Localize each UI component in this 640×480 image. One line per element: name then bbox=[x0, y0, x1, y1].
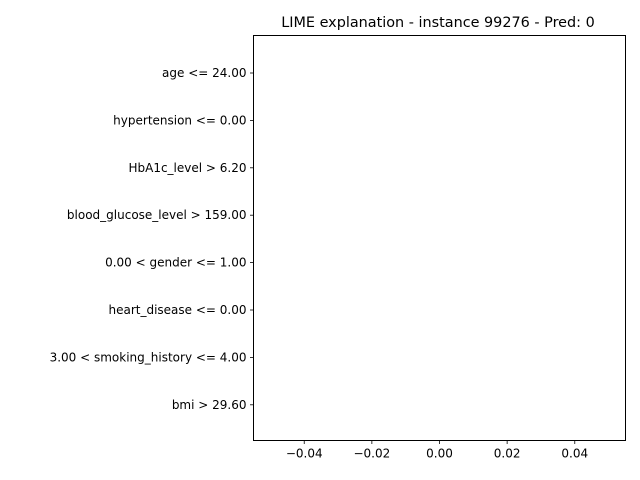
x-tick-label: −0.02 bbox=[353, 447, 390, 461]
y-tick-label: age <= 24.00 bbox=[162, 66, 246, 80]
x-tick-label: 0.00 bbox=[426, 447, 453, 461]
y-tick-label: HbA1c_level > 6.20 bbox=[128, 161, 246, 175]
x-axis: −0.04 −0.02 0.00 0.02 0.04 bbox=[286, 440, 588, 461]
x-tick-label: 0.02 bbox=[494, 447, 521, 461]
y-tick-label: blood_glucose_level > 159.00 bbox=[67, 208, 247, 222]
y-tick-label: heart_disease <= 0.00 bbox=[108, 303, 246, 317]
plot-area-frame bbox=[253, 35, 626, 441]
x-tick-label: 0.04 bbox=[561, 447, 588, 461]
x-tick-label: −0.04 bbox=[286, 447, 323, 461]
y-tick-label: 0.00 < gender <= 1.00 bbox=[105, 256, 246, 270]
y-tick-label: 3.00 < smoking_history <= 4.00 bbox=[50, 350, 247, 364]
chart-title: LIME explanation - instance 99276 - Pred… bbox=[281, 15, 595, 31]
y-axis: age <= 24.00 hypertension <= 0.00 HbA1c_le… bbox=[50, 66, 254, 412]
y-tick-label: hypertension <= 0.00 bbox=[113, 113, 246, 127]
y-tick-label: bmi > 29.60 bbox=[172, 398, 247, 412]
